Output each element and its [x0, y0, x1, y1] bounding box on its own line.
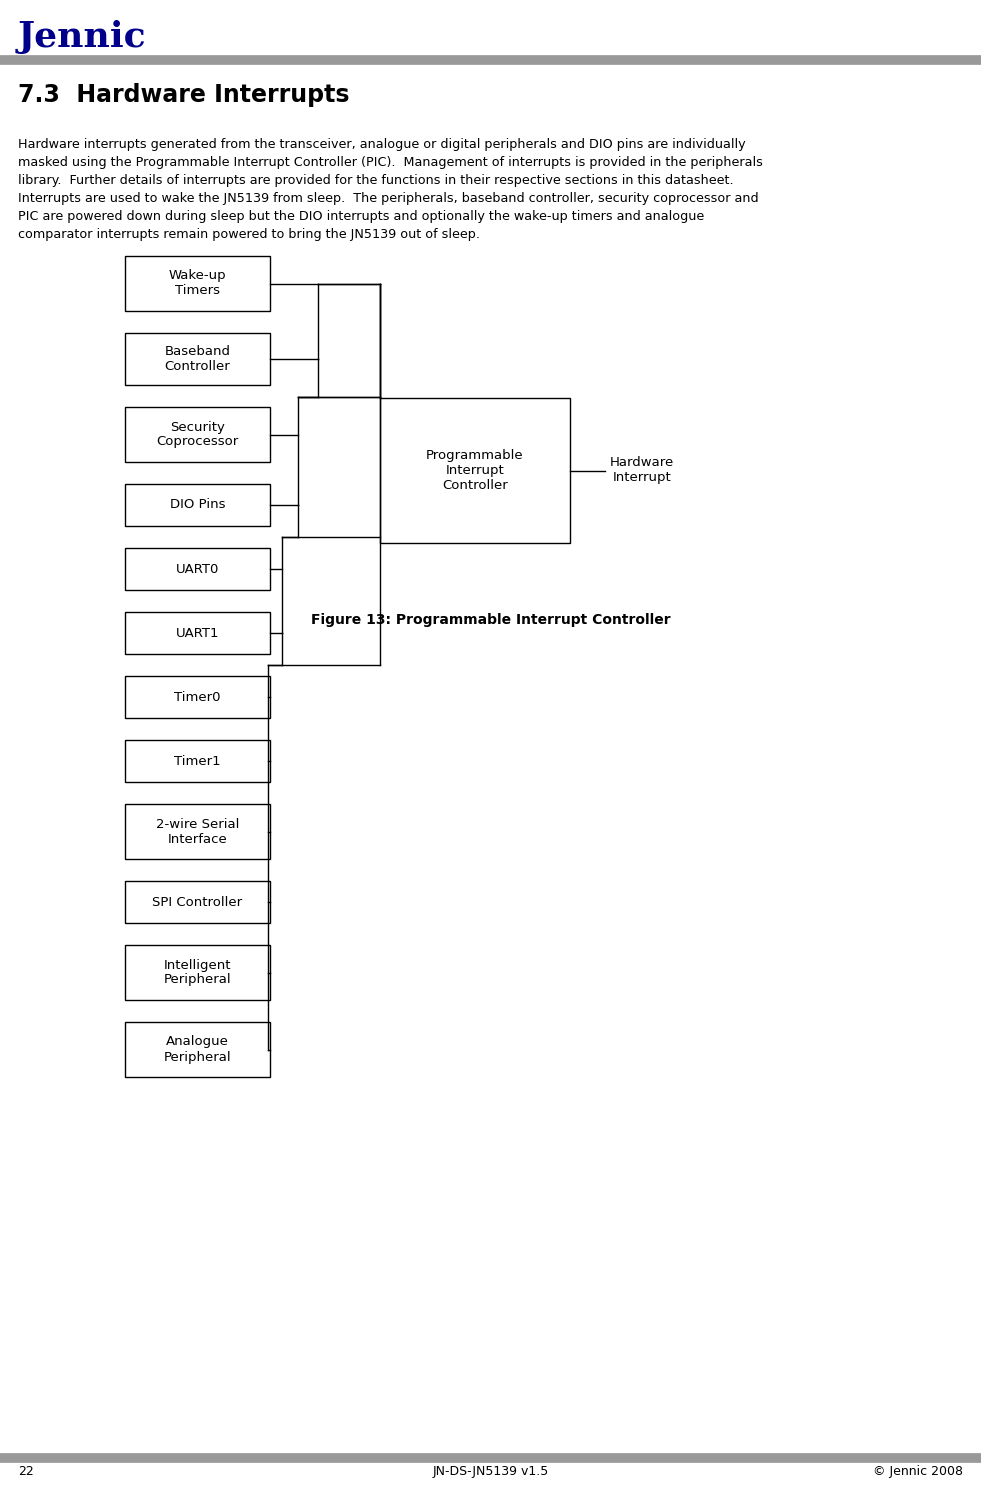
- Bar: [125, 945, 270, 1001]
- Text: Interrupts are used to wake the JN5139 from sleep.  The peripherals, baseband co: Interrupts are used to wake the JN5139 f…: [18, 192, 758, 241]
- Bar: [125, 1022, 270, 1077]
- Bar: [125, 881, 270, 923]
- Bar: [125, 333, 270, 385]
- Text: UART0: UART0: [176, 563, 219, 575]
- Bar: [125, 613, 270, 655]
- Text: © Jennic 2008: © Jennic 2008: [873, 1465, 963, 1479]
- Text: UART1: UART1: [176, 626, 219, 640]
- Text: Intelligent
Peripheral: Intelligent Peripheral: [164, 959, 232, 987]
- Text: Timer1: Timer1: [175, 755, 221, 767]
- Bar: [125, 740, 270, 782]
- Text: 22: 22: [18, 1465, 33, 1479]
- Text: Hardware interrupts generated from the transceiver, analogue or digital peripher: Hardware interrupts generated from the t…: [18, 138, 763, 187]
- Bar: [125, 484, 270, 526]
- Text: JN-DS-JN5139 v1.5: JN-DS-JN5139 v1.5: [433, 1465, 548, 1479]
- Text: Jennic: Jennic: [18, 19, 146, 54]
- Text: Figure 13: Programmable Interrupt Controller: Figure 13: Programmable Interrupt Contro…: [311, 613, 670, 628]
- Text: 7.3  Hardware Interrupts: 7.3 Hardware Interrupts: [18, 82, 349, 106]
- Text: Programmable
Interrupt
Controller: Programmable Interrupt Controller: [426, 449, 524, 491]
- Bar: [125, 548, 270, 590]
- Text: Baseband
Controller: Baseband Controller: [165, 345, 231, 373]
- Bar: [380, 398, 570, 542]
- Text: DIO Pins: DIO Pins: [170, 499, 226, 511]
- Text: 2-wire Serial
Interface: 2-wire Serial Interface: [156, 818, 239, 845]
- Text: SPI Controller: SPI Controller: [152, 896, 242, 908]
- Text: Wake-up
Timers: Wake-up Timers: [169, 270, 227, 298]
- Bar: [125, 256, 270, 312]
- Bar: [125, 407, 270, 461]
- Text: Timer0: Timer0: [175, 691, 221, 704]
- Bar: [125, 804, 270, 858]
- Text: Hardware
Interrupt: Hardware Interrupt: [610, 457, 674, 484]
- Text: Analogue
Peripheral: Analogue Peripheral: [164, 1035, 232, 1064]
- Bar: [125, 676, 270, 718]
- Text: Security
Coprocessor: Security Coprocessor: [156, 421, 238, 448]
